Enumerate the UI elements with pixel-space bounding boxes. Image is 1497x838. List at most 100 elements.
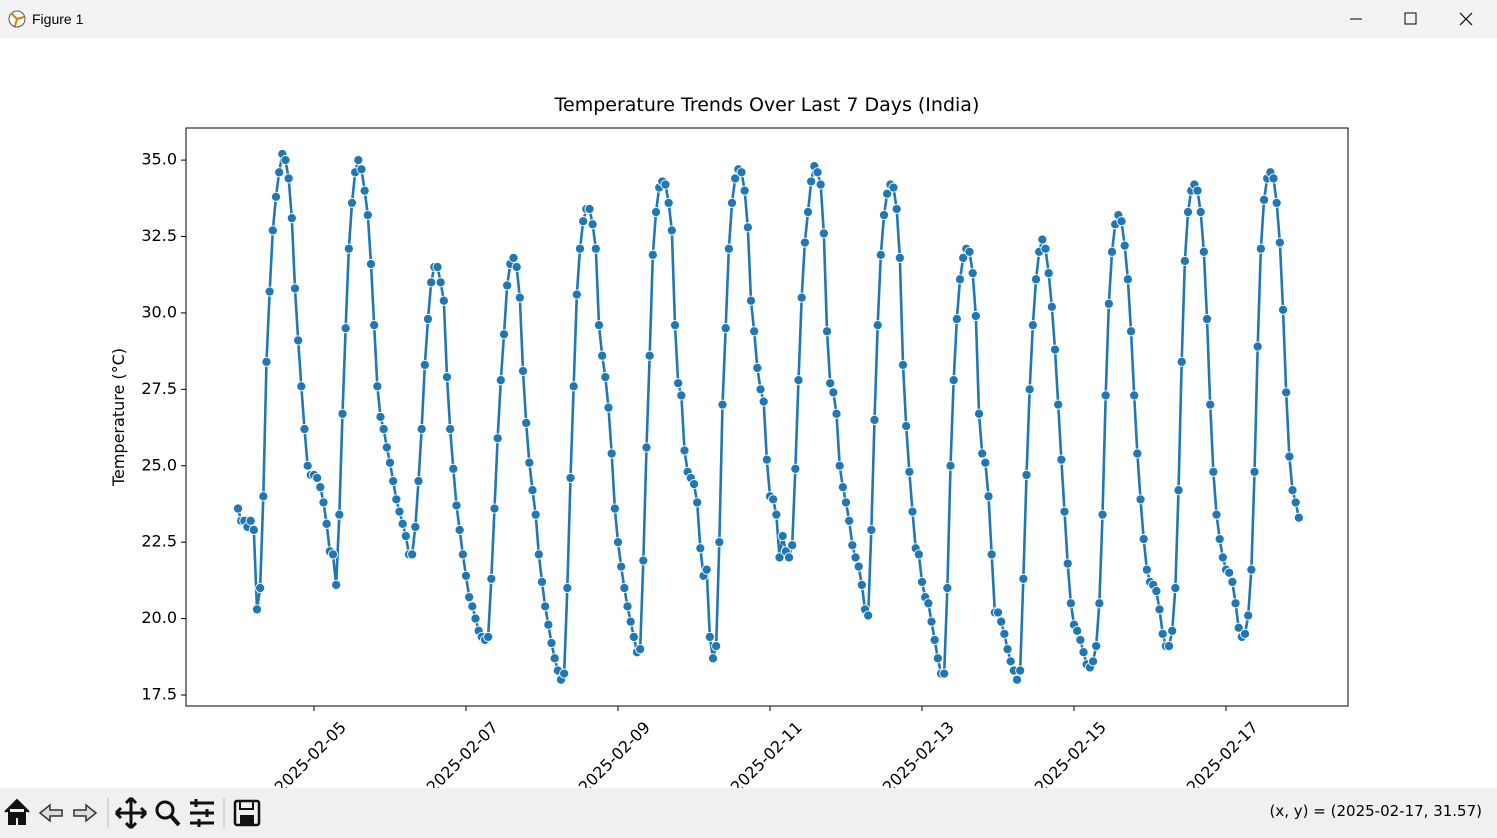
data-point — [1053, 399, 1064, 410]
data-point — [1246, 564, 1257, 575]
data-point — [837, 482, 848, 493]
data-point — [514, 292, 525, 303]
data-point — [331, 579, 342, 591]
data-point — [831, 408, 842, 419]
data-point — [407, 549, 418, 560]
data-point — [616, 561, 627, 572]
data-point — [1290, 497, 1301, 508]
data-point — [939, 668, 950, 679]
data-point — [755, 384, 766, 395]
data-point — [1217, 552, 1228, 563]
data-point — [945, 460, 956, 471]
data-point — [1119, 240, 1130, 251]
data-point — [663, 197, 674, 208]
data-point — [248, 524, 259, 535]
data-point — [353, 155, 364, 166]
x-tick-label: 2025-02-09 — [575, 718, 654, 788]
maximize-button[interactable] — [1404, 12, 1417, 25]
zoom-button[interactable] — [155, 800, 181, 827]
y-tick-label: 22.5 — [141, 532, 177, 551]
data-point — [536, 576, 548, 587]
pan-button[interactable] — [114, 796, 148, 830]
data-point — [419, 359, 430, 370]
data-point — [704, 631, 715, 642]
data-point — [1287, 485, 1298, 496]
data-point — [619, 582, 630, 594]
toolbar: (x, y) = (2025-02-17, 31.57) — [0, 788, 1497, 838]
data-point — [1106, 246, 1118, 257]
data-point — [495, 375, 506, 386]
data-point — [255, 582, 266, 594]
data-point — [1091, 641, 1102, 652]
window-title: Figure 1 — [32, 11, 84, 27]
data-point — [1173, 485, 1184, 496]
data-point — [1100, 390, 1111, 401]
data-point — [464, 592, 475, 603]
close-button[interactable] — [1459, 12, 1473, 26]
data-point — [1087, 656, 1099, 667]
data-point — [1027, 320, 1038, 331]
data-point — [717, 399, 728, 410]
data-point — [426, 277, 437, 288]
data-point — [650, 207, 662, 218]
data-point — [777, 531, 788, 542]
data-point — [517, 365, 529, 377]
data-point — [498, 329, 510, 340]
data-point — [597, 350, 608, 361]
data-point — [1201, 313, 1213, 325]
data-point — [882, 188, 893, 199]
data-point — [486, 573, 497, 584]
data-point — [992, 607, 1004, 618]
data-point — [1037, 234, 1048, 245]
data-point — [986, 549, 997, 560]
data-point — [872, 320, 883, 331]
data-point — [609, 503, 620, 514]
plot-frame — [185, 127, 1349, 707]
data-point — [612, 537, 624, 548]
data-point — [600, 372, 611, 383]
data-point — [441, 372, 453, 383]
data-point — [815, 179, 826, 190]
data-point — [695, 543, 706, 554]
data-point — [967, 268, 978, 279]
data-point — [524, 457, 535, 468]
data-point — [711, 641, 722, 652]
app-icon — [8, 10, 26, 28]
status-text: (x, y) = (2025-02-17, 31.57) — [1269, 802, 1482, 820]
data-point — [606, 448, 617, 459]
data-point — [1154, 604, 1165, 615]
data-point — [467, 601, 478, 612]
data-point — [261, 356, 272, 367]
data-point — [603, 402, 614, 413]
data-point — [445, 424, 456, 435]
configure-button[interactable] — [190, 799, 214, 827]
data-point — [958, 252, 969, 263]
data-point — [701, 564, 712, 575]
data-point — [688, 479, 700, 490]
data-point — [400, 531, 411, 542]
forward-button[interactable] — [73, 803, 98, 823]
data-point — [318, 497, 329, 508]
data-point — [625, 616, 636, 627]
back-button[interactable] — [38, 803, 63, 823]
data-point — [549, 653, 560, 664]
data-point — [647, 249, 658, 260]
data-point — [669, 320, 681, 331]
data-point — [894, 252, 905, 263]
data-point — [806, 176, 817, 187]
data-point — [546, 637, 557, 649]
data-point — [1208, 466, 1219, 477]
data-point — [571, 289, 582, 300]
data-point — [847, 540, 858, 551]
data-point — [438, 295, 449, 306]
data-point — [1062, 558, 1073, 569]
data-point — [1024, 384, 1035, 395]
data-point — [492, 433, 503, 444]
x-tick-label: 2025-02-15 — [1031, 718, 1110, 788]
data-point — [283, 173, 294, 184]
data-point — [932, 653, 943, 664]
save-button[interactable] — [233, 799, 261, 827]
home-button[interactable] — [4, 798, 30, 825]
data-point — [375, 411, 386, 422]
data-point — [540, 601, 551, 612]
